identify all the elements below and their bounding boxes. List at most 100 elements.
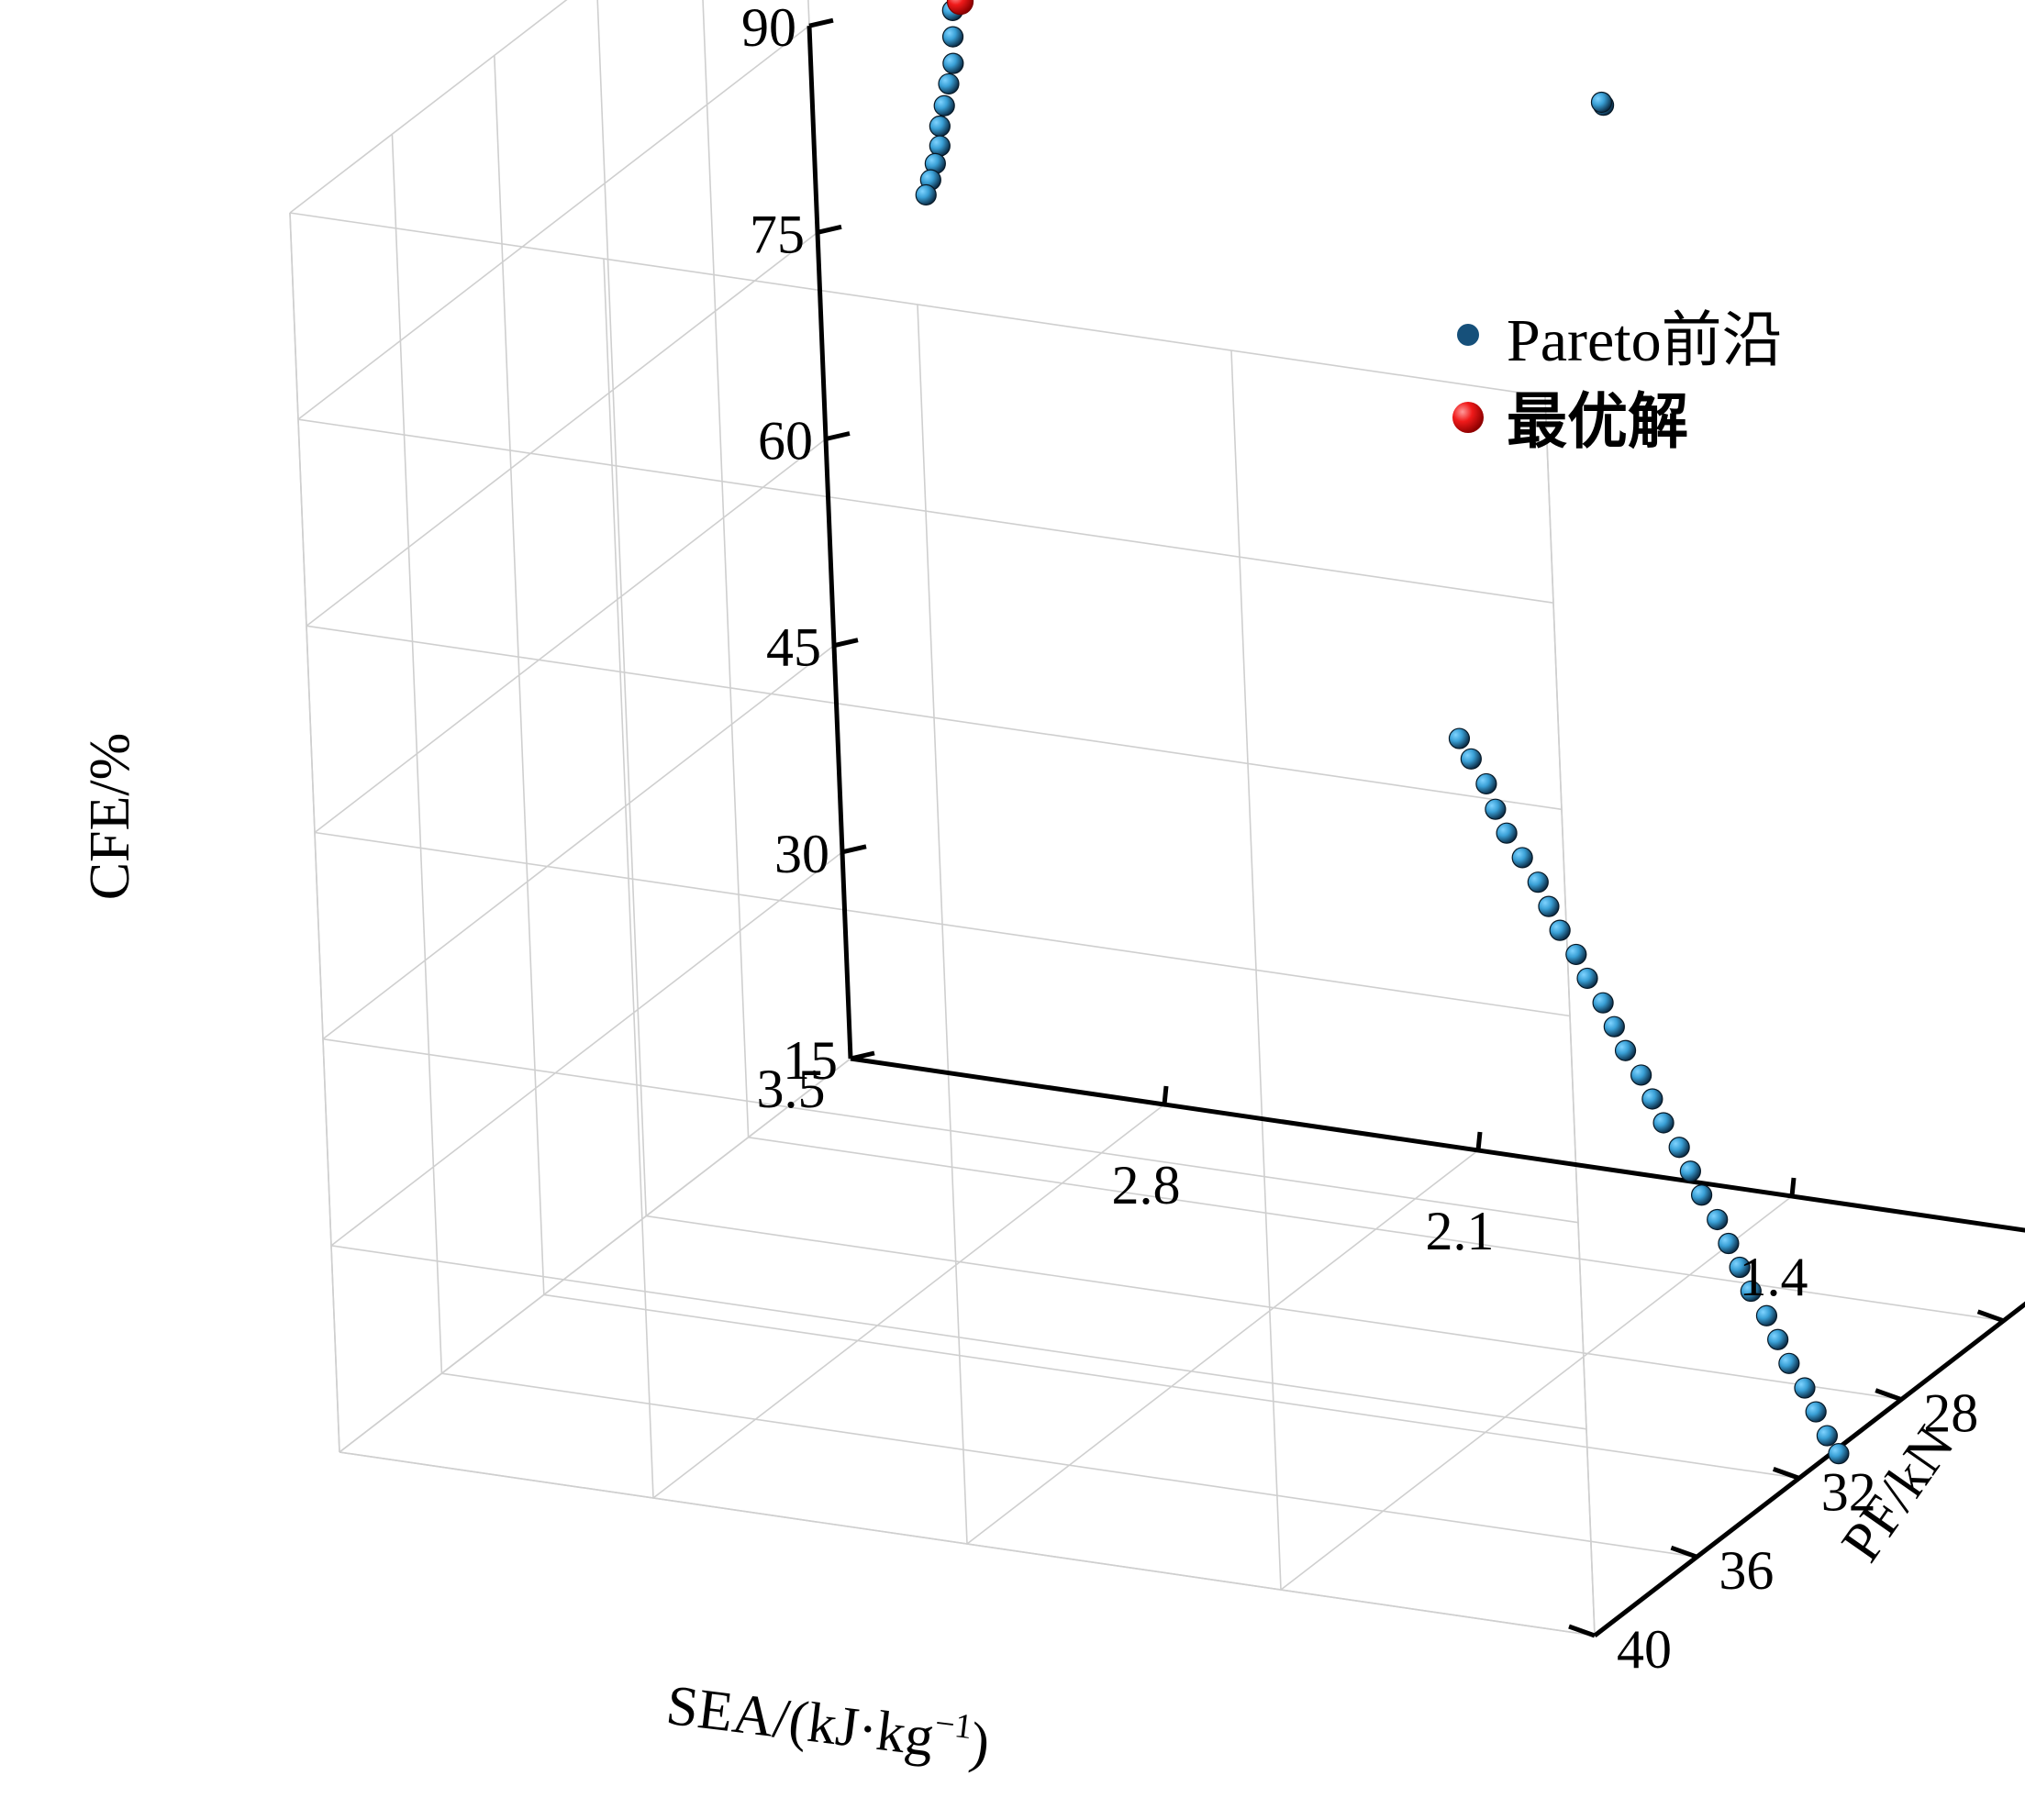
pareto-point	[1576, 967, 1598, 990]
pareto-point	[1767, 1328, 1789, 1350]
cfe-tick-label: 15	[783, 1030, 838, 1091]
grid-line-left-cfe	[306, 231, 818, 627]
sea-tick-label: 2.8	[1112, 1155, 1181, 1215]
cfe-axis	[807, 26, 853, 1060]
pareto-point	[1718, 1232, 1740, 1255]
pareto-point	[1496, 822, 1518, 844]
pareto-point	[1652, 1112, 1675, 1134]
sea-tick-label: 2.1	[1426, 1201, 1495, 1261]
cfe-tick	[850, 1050, 875, 1061]
pf-tick-label: 36	[1719, 1540, 1774, 1601]
grid-line-left-pf	[494, 55, 545, 1295]
pareto-point	[1549, 919, 1571, 941]
cfe-tick-label: 30	[774, 824, 829, 884]
pf-tick-label: 40	[1617, 1619, 1672, 1680]
grid-line-floor-pf	[543, 1293, 1799, 1480]
grid-line-floor-pf	[646, 1215, 1902, 1401]
labels-layer: 3.52.82.11.40.7202428323640153045607590C…	[79, 0, 1978, 1776]
grid-line-left-cfe	[339, 1058, 851, 1453]
sea-tick	[1789, 1177, 1797, 1197]
pf-tick-label: 32	[1821, 1461, 1876, 1522]
pareto-point	[1538, 895, 1560, 917]
pareto-point	[933, 94, 955, 117]
grid-line-left-cfe	[314, 438, 827, 834]
pareto-point	[1641, 1088, 1663, 1110]
grid-line-left-pf	[391, 134, 443, 1374]
grid-line-floor-sea	[966, 1149, 1479, 1545]
pareto-point	[1614, 1039, 1637, 1061]
pareto-point	[1630, 1064, 1652, 1086]
grid-line-back-sea	[603, 258, 654, 1499]
pareto-point	[1668, 1137, 1690, 1159]
pareto-point	[1816, 1425, 1838, 1447]
pareto-point	[1511, 847, 1533, 869]
cfe-tick	[817, 224, 842, 235]
sea-tick-label: 1.4	[1740, 1247, 1808, 1307]
pareto-point	[1448, 727, 1471, 749]
cfe-tick-label: 75	[750, 204, 805, 264]
grid-line-left-pf	[702, 0, 750, 1138]
grid-line-left-pf	[596, 0, 647, 1216]
pf-tick	[1670, 1545, 1698, 1559]
pareto-point	[1805, 1401, 1827, 1423]
pareto-point	[1592, 992, 1614, 1014]
axes-layer	[807, 17, 2025, 1638]
points-layer	[915, 0, 1850, 1465]
pareto-point	[1460, 748, 1482, 770]
pareto-point	[929, 135, 951, 157]
pareto-point	[915, 183, 937, 206]
pareto-point	[1527, 871, 1549, 893]
grid-line-back-sea	[1230, 350, 1282, 1591]
cfe-tick	[833, 638, 859, 649]
cfe-tick-label: 60	[758, 411, 813, 472]
cfe-tick-label: 90	[741, 0, 796, 58]
pareto-point	[1603, 1015, 1625, 1038]
legend-marker-pareto	[1457, 324, 1479, 346]
pareto-point	[1475, 772, 1497, 795]
sea-tick-label: 3.5	[757, 1059, 826, 1119]
pareto-point	[1679, 1160, 1701, 1182]
pareto-point	[1755, 1304, 1778, 1326]
grid-line-back-sea	[1544, 395, 1596, 1637]
sea-tick	[1475, 1131, 1483, 1151]
pareto-point	[1778, 1352, 1800, 1374]
legend: Pareto前沿 最优解	[1452, 307, 1783, 457]
pareto-point	[1729, 1256, 1751, 1279]
grid-line-left-cfe	[322, 645, 835, 1040]
pareto-point	[941, 26, 964, 48]
grid-layer	[289, 0, 2025, 1637]
pf-axis	[1593, 1301, 2025, 1637]
legend-marker-optimal	[1452, 402, 1484, 433]
cfe-tick	[841, 844, 867, 855]
grid-line-back-sea	[289, 212, 340, 1453]
pf-tick	[1875, 1388, 1903, 1402]
grid-line-floor-sea	[652, 1104, 1165, 1499]
grid-line-left-cfe	[330, 851, 843, 1247]
optimal-point	[946, 0, 974, 16]
pareto-point	[1707, 1208, 1729, 1231]
pareto-point	[1485, 798, 1507, 820]
pf-tick	[1976, 1309, 2005, 1324]
pareto-point	[938, 72, 960, 95]
pareto-point	[1690, 1184, 1713, 1206]
pareto-point	[1740, 1280, 1762, 1303]
sea-tick	[1162, 1085, 1169, 1105]
pareto-point	[1565, 943, 1587, 966]
grid-line-floor-sea	[1280, 1195, 1793, 1591]
legend-label-optimal: 最优解	[1507, 386, 1688, 457]
grid-line-left-cfe	[289, 0, 568, 214]
grid-line-back-sea	[917, 304, 968, 1545]
pf-tick-label: 28	[1923, 1383, 1978, 1444]
cfe-tick-label: 45	[766, 617, 821, 678]
pareto-point	[1590, 91, 1613, 114]
legend-label-pareto: Pareto前沿	[1507, 307, 1783, 374]
sea-axis-title: SEA/(kJ·kg−1)	[663, 1671, 994, 1776]
cfe-axis-title: CFE/%	[79, 733, 141, 901]
grid-line-left-cfe	[297, 25, 810, 420]
cfe-tick	[825, 431, 851, 441]
pareto-point	[942, 52, 964, 74]
pareto-point	[1794, 1377, 1816, 1399]
pareto-point	[1828, 1443, 1850, 1465]
pareto-point	[929, 115, 951, 138]
